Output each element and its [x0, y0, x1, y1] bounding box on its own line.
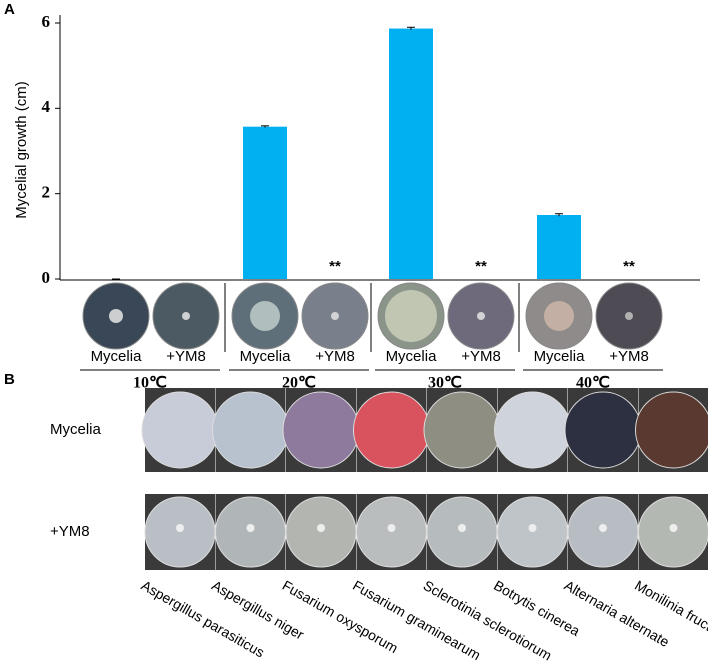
colony: [625, 312, 633, 320]
y-axis-label: Mycelial growth (cm): [13, 81, 30, 219]
inoculum: [458, 524, 466, 532]
colony: [477, 312, 485, 320]
petri-dish: [636, 392, 708, 468]
petri-dish: [495, 392, 571, 468]
sample-label: Mycelia: [240, 348, 292, 365]
colony: [331, 312, 339, 320]
sample-label: Mycelia: [91, 348, 143, 365]
colony: [250, 301, 280, 331]
significance: **: [475, 258, 487, 275]
species-label: Fusarium graminearum: [350, 577, 483, 663]
petri-dish: [639, 497, 708, 567]
row-label: Mycelia: [50, 421, 102, 438]
species-label: Fusarium oxysporum: [280, 577, 401, 656]
sample-label: +YM8: [461, 348, 501, 365]
inoculum: [176, 524, 184, 532]
inoculum: [388, 524, 396, 532]
y-tick-label: 4: [42, 97, 51, 116]
significance: **: [623, 258, 635, 275]
colony: [385, 290, 437, 342]
petri-dish: [142, 392, 218, 468]
sample-label: Mycelia: [534, 348, 586, 365]
inoculum: [599, 524, 607, 532]
y-tick-label: 0: [42, 268, 51, 287]
inoculum: [670, 524, 678, 532]
inoculum: [529, 524, 537, 532]
panel-label: A: [4, 1, 15, 18]
sample-label: +YM8: [166, 348, 206, 365]
y-tick-label: 6: [42, 12, 51, 31]
species-label: Aspergillus parasiticus: [139, 577, 268, 661]
sample-label: +YM8: [609, 348, 649, 365]
bar: [389, 29, 433, 279]
petri-dish: [565, 392, 641, 468]
petri-dish: [283, 392, 359, 468]
species-label: Sclerotinia sclerotiorum: [421, 577, 555, 664]
bar: [243, 127, 287, 279]
colony: [109, 309, 123, 323]
sample-label: +YM8: [315, 348, 355, 365]
sample-label: Mycelia: [386, 348, 438, 365]
bar: [537, 215, 581, 279]
inoculum: [247, 524, 255, 532]
y-tick-label: 2: [42, 183, 51, 202]
petri-dish: [424, 392, 500, 468]
colony: [544, 301, 574, 331]
colony: [182, 312, 190, 320]
inoculum: [317, 524, 325, 532]
row-label: +YM8: [50, 523, 90, 540]
significance: **: [329, 258, 341, 275]
petri-dish: [354, 392, 430, 468]
petri-dish: [213, 392, 289, 468]
panel-label: B: [4, 371, 15, 388]
